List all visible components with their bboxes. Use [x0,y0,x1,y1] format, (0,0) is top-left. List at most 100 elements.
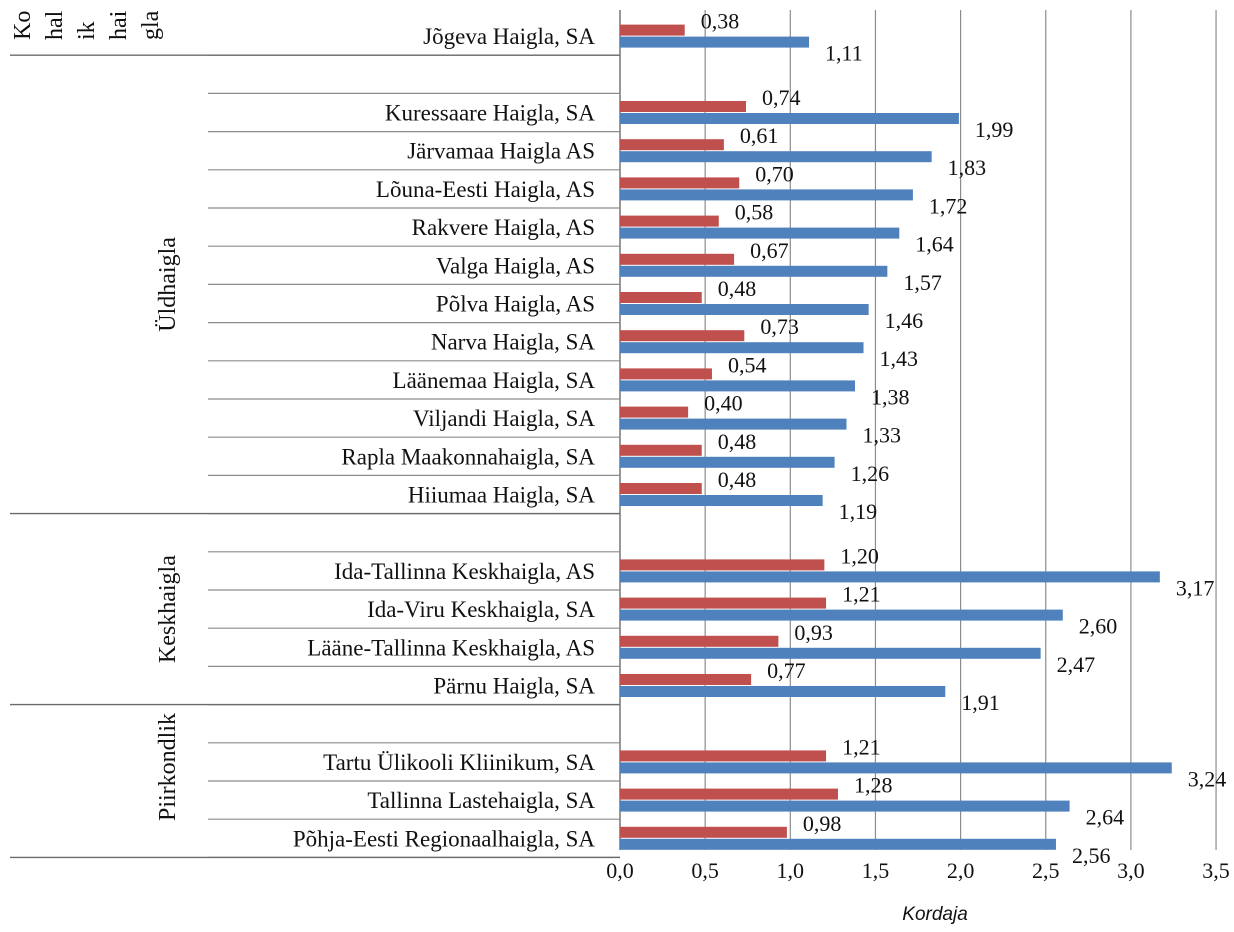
data-label-red: 0,73 [760,314,799,339]
bar-blue [620,647,1041,659]
x-tick-label: 2,0 [947,858,975,883]
data-label-red: 0,67 [750,238,789,263]
bar-red [620,406,689,418]
bar-red [620,215,719,227]
bar-red [620,597,827,609]
bar-red [620,24,685,36]
data-label-blue: 2,56 [1072,843,1111,868]
category-label: Pärnu Haigla, SA [433,674,595,699]
data-label-red: 0,48 [718,276,757,301]
bar-red [620,826,787,838]
category-label: Ida-Tallinna Keskhaigla, AS [334,559,595,584]
data-label-red: 0,38 [701,9,740,34]
data-label-blue: 2,60 [1079,614,1118,639]
data-label-red: 0,48 [718,429,757,454]
bar-blue [620,342,864,354]
data-label-blue: 1,72 [929,193,968,218]
x-tick-label: 1,5 [862,858,890,883]
data-label-blue: 1,99 [975,117,1014,142]
data-label-blue: 3,24 [1188,766,1227,791]
data-label-blue: 1,11 [825,41,863,66]
data-label-blue: 1,91 [961,690,1000,715]
category-label: Lõuna-Eesti Haigla, AS [376,177,595,202]
data-label-blue: 1,57 [903,270,942,295]
x-axis-title: Kordaja [902,904,968,925]
category-label: Lääne-Tallinna Keskhaigla, AS [307,635,595,660]
bar-blue [620,456,835,468]
category-label: Rapla Maakonnahaigla, SA [341,444,595,469]
data-label-red: 0,70 [755,161,794,186]
category-label: Hiiumaa Haigla, SA [408,483,596,508]
data-label-red: 0,98 [803,811,842,836]
bar-red [620,444,702,456]
bar-red [620,101,747,112]
data-label-blue: 1,43 [880,346,919,371]
bar-blue [620,304,869,315]
data-label-red: 0,61 [740,123,779,148]
data-label-blue: 1,33 [862,423,901,448]
bar-blue [620,189,913,201]
category-label: Põlva Haigla, AS [436,292,595,317]
category-label: Narva Haigla, SA [431,330,596,355]
category-label: Tartu Ülikooli Kliinikum, SA [323,750,595,775]
data-label-red: 1,21 [842,582,881,607]
bar-blue [620,380,856,392]
data-label-red: 1,20 [840,543,879,568]
data-label-red: 0,54 [728,352,767,377]
data-label-blue: 1,64 [915,232,954,257]
bar-blue [620,495,823,506]
group-label: Piirkondlik [155,713,181,821]
bar-red [620,750,827,762]
group-label-line: hai [106,10,132,40]
x-tick-label: 3,5 [1202,858,1230,883]
category-label: Kuressaare Haigla, SA [385,101,596,126]
group-label-line: hal [42,10,68,40]
bar-red [620,330,745,342]
data-label-red: 0,40 [704,391,743,416]
category-label: Põhja-Eesti Regionaalhaigla, SA [293,826,596,851]
bar-red [620,635,779,647]
data-label-red: 0,48 [718,467,757,492]
data-label-red: 1,21 [842,734,881,759]
category-label: Tallinna Lastehaigla, SA [367,788,595,813]
group-label-line: gla [138,10,164,40]
bar-red [620,292,702,303]
x-tick-label: 3,0 [1117,858,1145,883]
x-tick-label: 0,0 [606,858,634,883]
bar-blue [620,265,888,277]
category-label: Jõgeva Haigla, SA [423,24,595,49]
bar-red [620,368,712,380]
data-label-blue: 1,26 [851,461,890,486]
bar-red [620,788,838,800]
group-label: Keskhaigla [155,555,181,663]
data-label-red: 0,77 [767,658,806,683]
bar-blue [620,227,900,239]
bar-red [620,177,740,189]
category-label: Läänemaa Haigla, SA [393,368,596,393]
data-label-blue: 1,19 [839,499,878,524]
bar-red [620,674,752,685]
bar-red [620,559,825,571]
bar-blue [620,571,1160,583]
bar-red [620,253,735,265]
x-tick-label: 2,5 [1032,858,1060,883]
data-label-blue: 2,47 [1057,652,1096,677]
bar-red [620,483,702,494]
bar-blue [620,151,932,163]
bar-blue [620,762,1172,774]
bar-blue [620,418,847,430]
category-label: Rakvere Haigla, AS [412,215,595,240]
data-label-blue: 3,17 [1176,575,1215,600]
bar-blue [620,609,1063,621]
category-label: Ida-Viru Keskhaigla, SA [367,597,595,622]
data-label-red: 0,74 [762,85,801,110]
data-label-blue: 1,83 [948,155,987,180]
bar-blue [620,838,1056,850]
data-label-red: 0,93 [794,620,833,645]
bar-blue [620,36,810,48]
x-tick-label: 1,0 [777,858,805,883]
category-label: Valga Haigla, AS [436,253,595,278]
category-label: Viljandi Haigla, SA [413,406,595,431]
group-label-line: Ko [10,11,36,40]
